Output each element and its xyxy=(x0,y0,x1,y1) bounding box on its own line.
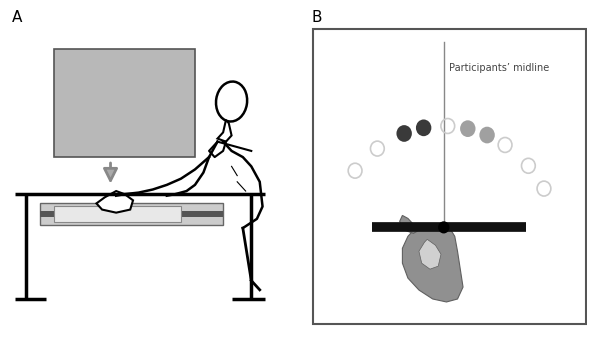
Polygon shape xyxy=(217,120,232,142)
Circle shape xyxy=(397,125,412,142)
Circle shape xyxy=(460,120,476,137)
Bar xyxy=(40,211,223,217)
Bar xyxy=(40,203,223,225)
Polygon shape xyxy=(419,239,441,269)
Bar xyxy=(55,49,195,157)
Polygon shape xyxy=(96,191,133,213)
Text: B: B xyxy=(311,10,322,25)
Text: A: A xyxy=(12,10,22,25)
Polygon shape xyxy=(403,227,463,302)
Polygon shape xyxy=(400,215,419,233)
Circle shape xyxy=(416,119,431,136)
Bar xyxy=(55,206,181,222)
Circle shape xyxy=(479,127,495,143)
Text: Participants’ midline: Participants’ midline xyxy=(449,63,549,73)
Circle shape xyxy=(439,222,449,233)
